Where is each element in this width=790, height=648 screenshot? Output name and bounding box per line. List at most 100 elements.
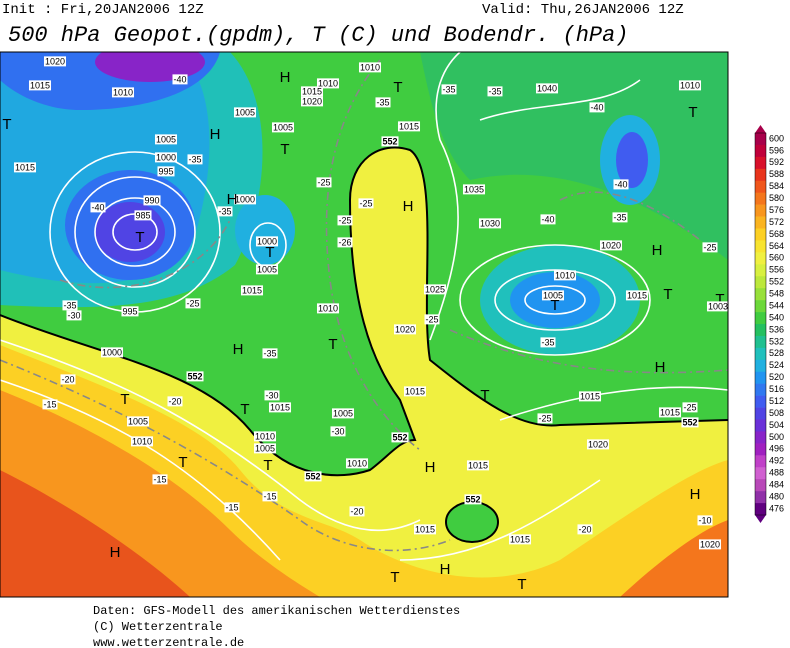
label-background <box>698 539 722 550</box>
colorbar-cell <box>755 240 766 253</box>
colorbar-label: 476 <box>769 503 784 513</box>
label-background <box>589 102 605 113</box>
contour-label: 1015 <box>510 534 530 544</box>
label-background <box>466 460 490 471</box>
colorbar-label: 564 <box>769 241 784 251</box>
colorbar-cell <box>755 467 766 480</box>
colorbar-cell <box>755 228 766 241</box>
colorbar-label: 500 <box>769 432 784 442</box>
colorbar-cell <box>755 312 766 325</box>
colorbar-cell <box>755 300 766 313</box>
init-time: Init : Fri,20JAN2006 12Z <box>2 2 204 18</box>
colorbar-cell <box>755 180 766 193</box>
label-background <box>224 502 240 513</box>
label-background <box>42 399 58 410</box>
label-background <box>316 78 340 89</box>
label-background <box>391 432 409 443</box>
label-background <box>337 215 353 226</box>
label-background <box>121 306 139 317</box>
label-background <box>240 285 264 296</box>
label-background <box>217 206 233 217</box>
contour-label: 1020 <box>45 56 65 66</box>
contour-label: 990 <box>144 195 159 205</box>
contour-label: 552 <box>187 371 202 381</box>
label-background <box>478 218 502 229</box>
colorbar-label: 528 <box>769 348 784 358</box>
contour-label: 552 <box>465 494 480 504</box>
label-background <box>233 194 257 205</box>
pressure-center: H <box>280 69 291 86</box>
contour-label: 1015 <box>468 460 488 470</box>
colorbar-label: 560 <box>769 253 784 263</box>
contour-label: -30 <box>331 426 344 436</box>
contour-label: -25 <box>683 402 696 412</box>
colorbar-cell <box>755 144 766 158</box>
colorbar-label: 508 <box>769 408 784 418</box>
colorbar-cell <box>755 503 766 516</box>
contour-label: 1010 <box>318 78 338 88</box>
label-background <box>541 290 565 301</box>
contour-label: 1005 <box>255 443 275 453</box>
label-background <box>152 474 168 485</box>
label-background <box>66 310 82 321</box>
colorbar-label: 596 <box>769 145 784 155</box>
label-background <box>423 284 447 295</box>
contour-label: -30 <box>265 390 278 400</box>
contour-label: -35 <box>188 154 201 164</box>
colorbar-label: 572 <box>769 217 784 227</box>
contour-label: 552 <box>382 136 397 146</box>
colorbar-label: 532 <box>769 336 784 346</box>
pressure-center: T <box>480 387 489 404</box>
contour-label: 1025 <box>425 284 445 294</box>
label-background <box>154 152 178 163</box>
colorbar-cell <box>755 371 766 384</box>
contour-label: -15 <box>153 474 166 484</box>
contour-label: 1000 <box>102 347 122 357</box>
contour-label: -35 <box>218 206 231 216</box>
pressure-center: T <box>2 116 11 133</box>
pressure-center: H <box>110 544 121 561</box>
contour-label: -15 <box>43 399 56 409</box>
map: 102010151010T101510051000995990985T-40-3… <box>0 51 730 598</box>
label-background <box>157 166 175 177</box>
colorbar-cell <box>755 347 766 361</box>
colorbar-label: 584 <box>769 181 784 191</box>
contour-label: 1010 <box>255 431 275 441</box>
colorbar-cell <box>755 133 766 146</box>
label-background <box>658 407 682 418</box>
pressure-center: H <box>210 126 221 143</box>
contour-label: 1015 <box>302 86 322 96</box>
contour-label: -35 <box>263 348 276 358</box>
colorbar-label: 524 <box>769 360 784 370</box>
label-background <box>702 242 718 253</box>
label-background <box>599 240 623 251</box>
contour-label: 1000 <box>257 236 277 246</box>
label-background <box>464 494 482 505</box>
pressure-center: T <box>390 569 399 586</box>
pressure-center: H <box>652 242 663 259</box>
footer-line: Daten: GFS-Modell des amerikanischen Wet… <box>93 604 460 618</box>
colorbar-cell <box>755 419 766 432</box>
contour-label: -15 <box>263 491 276 501</box>
colorbar-label: 544 <box>769 300 784 310</box>
label-background <box>540 214 556 225</box>
field <box>95 52 205 82</box>
contour-label: 1035 <box>464 184 484 194</box>
label-background <box>130 436 154 447</box>
field <box>0 470 190 597</box>
contour-label: 552 <box>682 417 697 427</box>
label-background <box>413 524 437 535</box>
contour-label: -10 <box>698 515 711 525</box>
label-background <box>253 443 277 454</box>
contour-label: -40 <box>590 102 603 112</box>
contour-label: 995 <box>158 166 173 176</box>
label-background <box>540 337 556 348</box>
contour-label: 1015 <box>660 407 680 417</box>
label-background <box>553 270 577 281</box>
colorbar-cell <box>755 204 766 217</box>
contour-label: 1015 <box>627 290 647 300</box>
contour-label: 1015 <box>15 162 35 172</box>
pressure-center: H <box>233 341 244 358</box>
label-background <box>508 534 532 545</box>
contour-label: 985 <box>135 210 150 220</box>
